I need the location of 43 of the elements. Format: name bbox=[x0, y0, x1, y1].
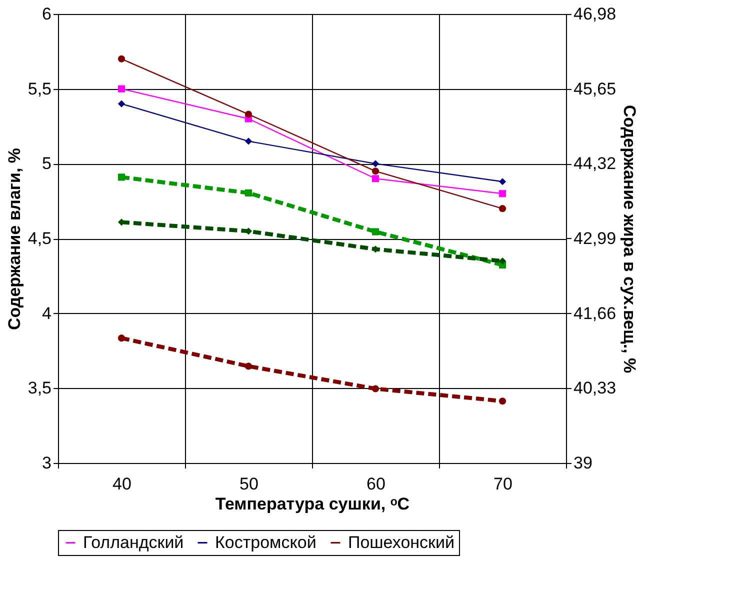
y2-tick-label: 39 bbox=[574, 454, 592, 472]
point bbox=[118, 100, 126, 108]
y2-tick-label: 41,66 bbox=[574, 304, 616, 323]
y-tick-label: 5,5 bbox=[28, 79, 52, 98]
legend-label: Голландский bbox=[83, 532, 184, 552]
legend-label: Пошехонский bbox=[348, 532, 454, 552]
point bbox=[372, 228, 380, 236]
y2-tick-label: 45,65 bbox=[574, 79, 616, 98]
y-tick-label: 3,5 bbox=[28, 378, 52, 398]
point bbox=[372, 160, 380, 168]
point bbox=[118, 174, 126, 181]
y2-tick-label: 46,98 bbox=[574, 4, 616, 24]
point bbox=[498, 257, 506, 265]
point bbox=[498, 190, 506, 198]
point bbox=[498, 398, 506, 405]
y-tick-label: 5 bbox=[42, 154, 52, 174]
point bbox=[498, 205, 506, 212]
x-axis-title: Температура сушки, ᵒC bbox=[215, 494, 410, 514]
point bbox=[118, 334, 126, 342]
point bbox=[372, 385, 380, 392]
y2-tick-label: 42,99 bbox=[574, 229, 616, 248]
point bbox=[244, 110, 252, 118]
x-tick-label: 60 bbox=[366, 474, 386, 494]
x-tick-label: 40 bbox=[112, 474, 132, 494]
point bbox=[498, 178, 506, 186]
point bbox=[372, 168, 380, 175]
point bbox=[372, 175, 380, 182]
y-tick-label: 3 bbox=[42, 454, 52, 472]
legend-label: Костромской bbox=[215, 532, 316, 552]
y-tick-label: 4 bbox=[42, 304, 52, 323]
x-tick-label: 70 bbox=[494, 474, 512, 494]
point bbox=[244, 138, 252, 145]
point bbox=[118, 55, 126, 62]
y-tick-label: 4,5 bbox=[28, 229, 52, 248]
y-tick-label: 6 bbox=[42, 4, 52, 24]
point bbox=[244, 362, 252, 370]
point bbox=[118, 85, 126, 92]
point bbox=[244, 189, 252, 196]
y2-tick-label: 44,32 bbox=[574, 154, 616, 174]
y2-tick-label: 40,33 bbox=[574, 378, 616, 398]
x-tick-label: 50 bbox=[240, 474, 258, 494]
y-axis-title: Содержание влаги, % bbox=[4, 148, 24, 330]
y2-axis-title: Содержание жира в сух.вещ., % bbox=[620, 104, 640, 374]
